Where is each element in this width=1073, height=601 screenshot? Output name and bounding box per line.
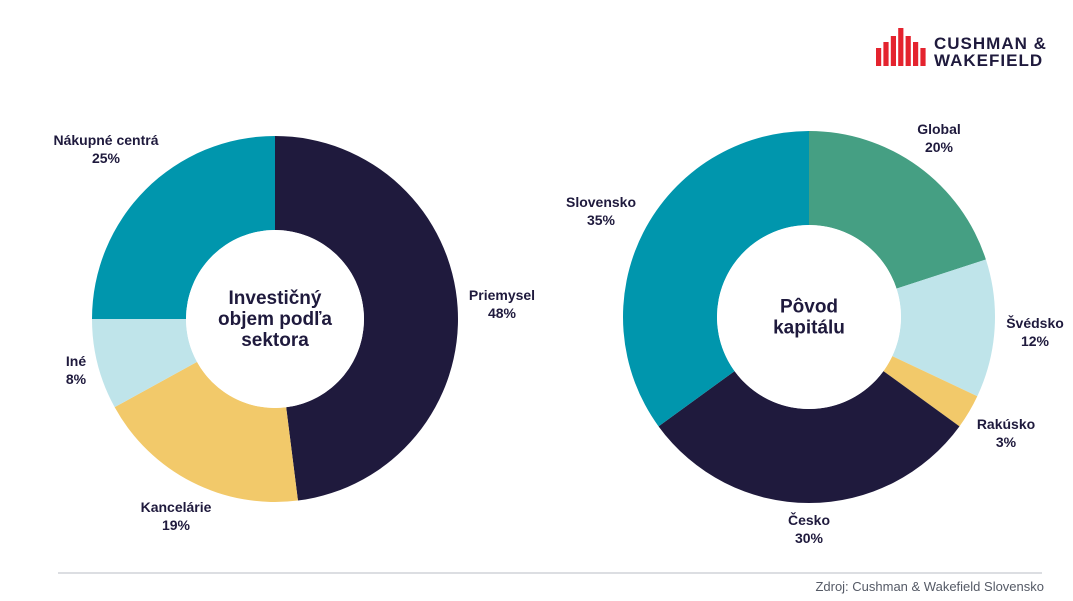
category-label: Iné [66,353,86,369]
category-label: Priemysel [469,287,535,303]
category-label: Nákupné centrá [53,132,158,148]
capital-center-title-line: kapitálu [773,318,845,339]
capital-origin-donut-slices [623,131,995,504]
category-label: Rakúsko [977,416,1035,432]
sector-donut-labels: Priemysel 48% Kancelárie 19% Iné 8% Nákupné ce… [53,132,535,533]
value-label: 25% [92,150,121,166]
capital-slice-global [809,131,986,289]
capital-label-global: Global 20% [917,121,961,155]
capital-slice-cesko [658,371,960,504]
sector-donut-hole [186,230,364,408]
category-label: Švédsko [1006,314,1064,331]
sector-slice-ine [92,319,198,408]
value-label: 35% [587,212,616,228]
value-label: 48% [488,305,517,321]
source-note: Zdroj: Cushman & Wakefield Slovensko [815,579,1044,594]
capital-label-cesko: Česko 30% [788,511,830,546]
sector-slice-priemysel [275,136,458,501]
logo-bar [883,42,889,66]
value-label: 19% [162,517,191,533]
logo-bar [905,36,911,66]
sector-center-title-line: objem podľa [218,309,332,330]
capital-donut-hole [717,225,901,409]
value-label: 30% [795,530,824,546]
brand-logo-icon [876,28,926,66]
brand-name-line1: CUSHMAN & [934,34,1047,53]
sector-slice-kancelarie [114,361,298,502]
logo-bar [913,42,919,66]
category-label: Česko [788,511,830,528]
value-label: 3% [996,434,1017,450]
sector-label-ine: Iné 8% [66,353,87,387]
sector-label-kancelarie: Kancelárie 19% [141,499,212,533]
brand-name-line2: WAKEFIELD [934,51,1043,70]
value-label: 8% [66,371,87,387]
value-label: 20% [925,139,954,155]
logo-bar [890,36,896,66]
capital-label-rakusko: Rakúsko 3% [977,416,1035,450]
capital-label-slovensko: Slovensko 35% [566,194,636,228]
logo-bar [876,48,882,66]
sector-center-title-line: Investičný [229,288,322,309]
category-label: Kancelárie [141,499,212,515]
capital-slice-rakusko [883,356,978,427]
category-label: Slovensko [566,194,636,210]
capital-origin-donut-labels: Global 20% Švédsko 12% Rakúsko 3% Česko 30% Slov… [566,121,1064,546]
logo-bar [920,48,926,66]
sector-label-nakupne-centra: Nákupné centrá 25% [53,132,158,166]
capital-center-title-line: Pôvod [780,297,838,318]
sector-label-priemysel: Priemysel 48% [469,287,535,321]
sector-donut-slices [92,136,458,502]
logo-bar [898,28,904,66]
capital-slice-slovensko [623,131,809,427]
sector-slice-nakupne-centra [92,136,275,319]
brand-logo: CUSHMAN & WAKEFIELD [876,28,1047,70]
capital-slice-svedsko [892,259,995,397]
value-label: 12% [1021,333,1050,349]
capital-label-svedsko: Švédsko 12% [1006,314,1064,349]
category-label: Global [917,121,961,137]
sector-center-title-line: sektora [241,330,309,351]
